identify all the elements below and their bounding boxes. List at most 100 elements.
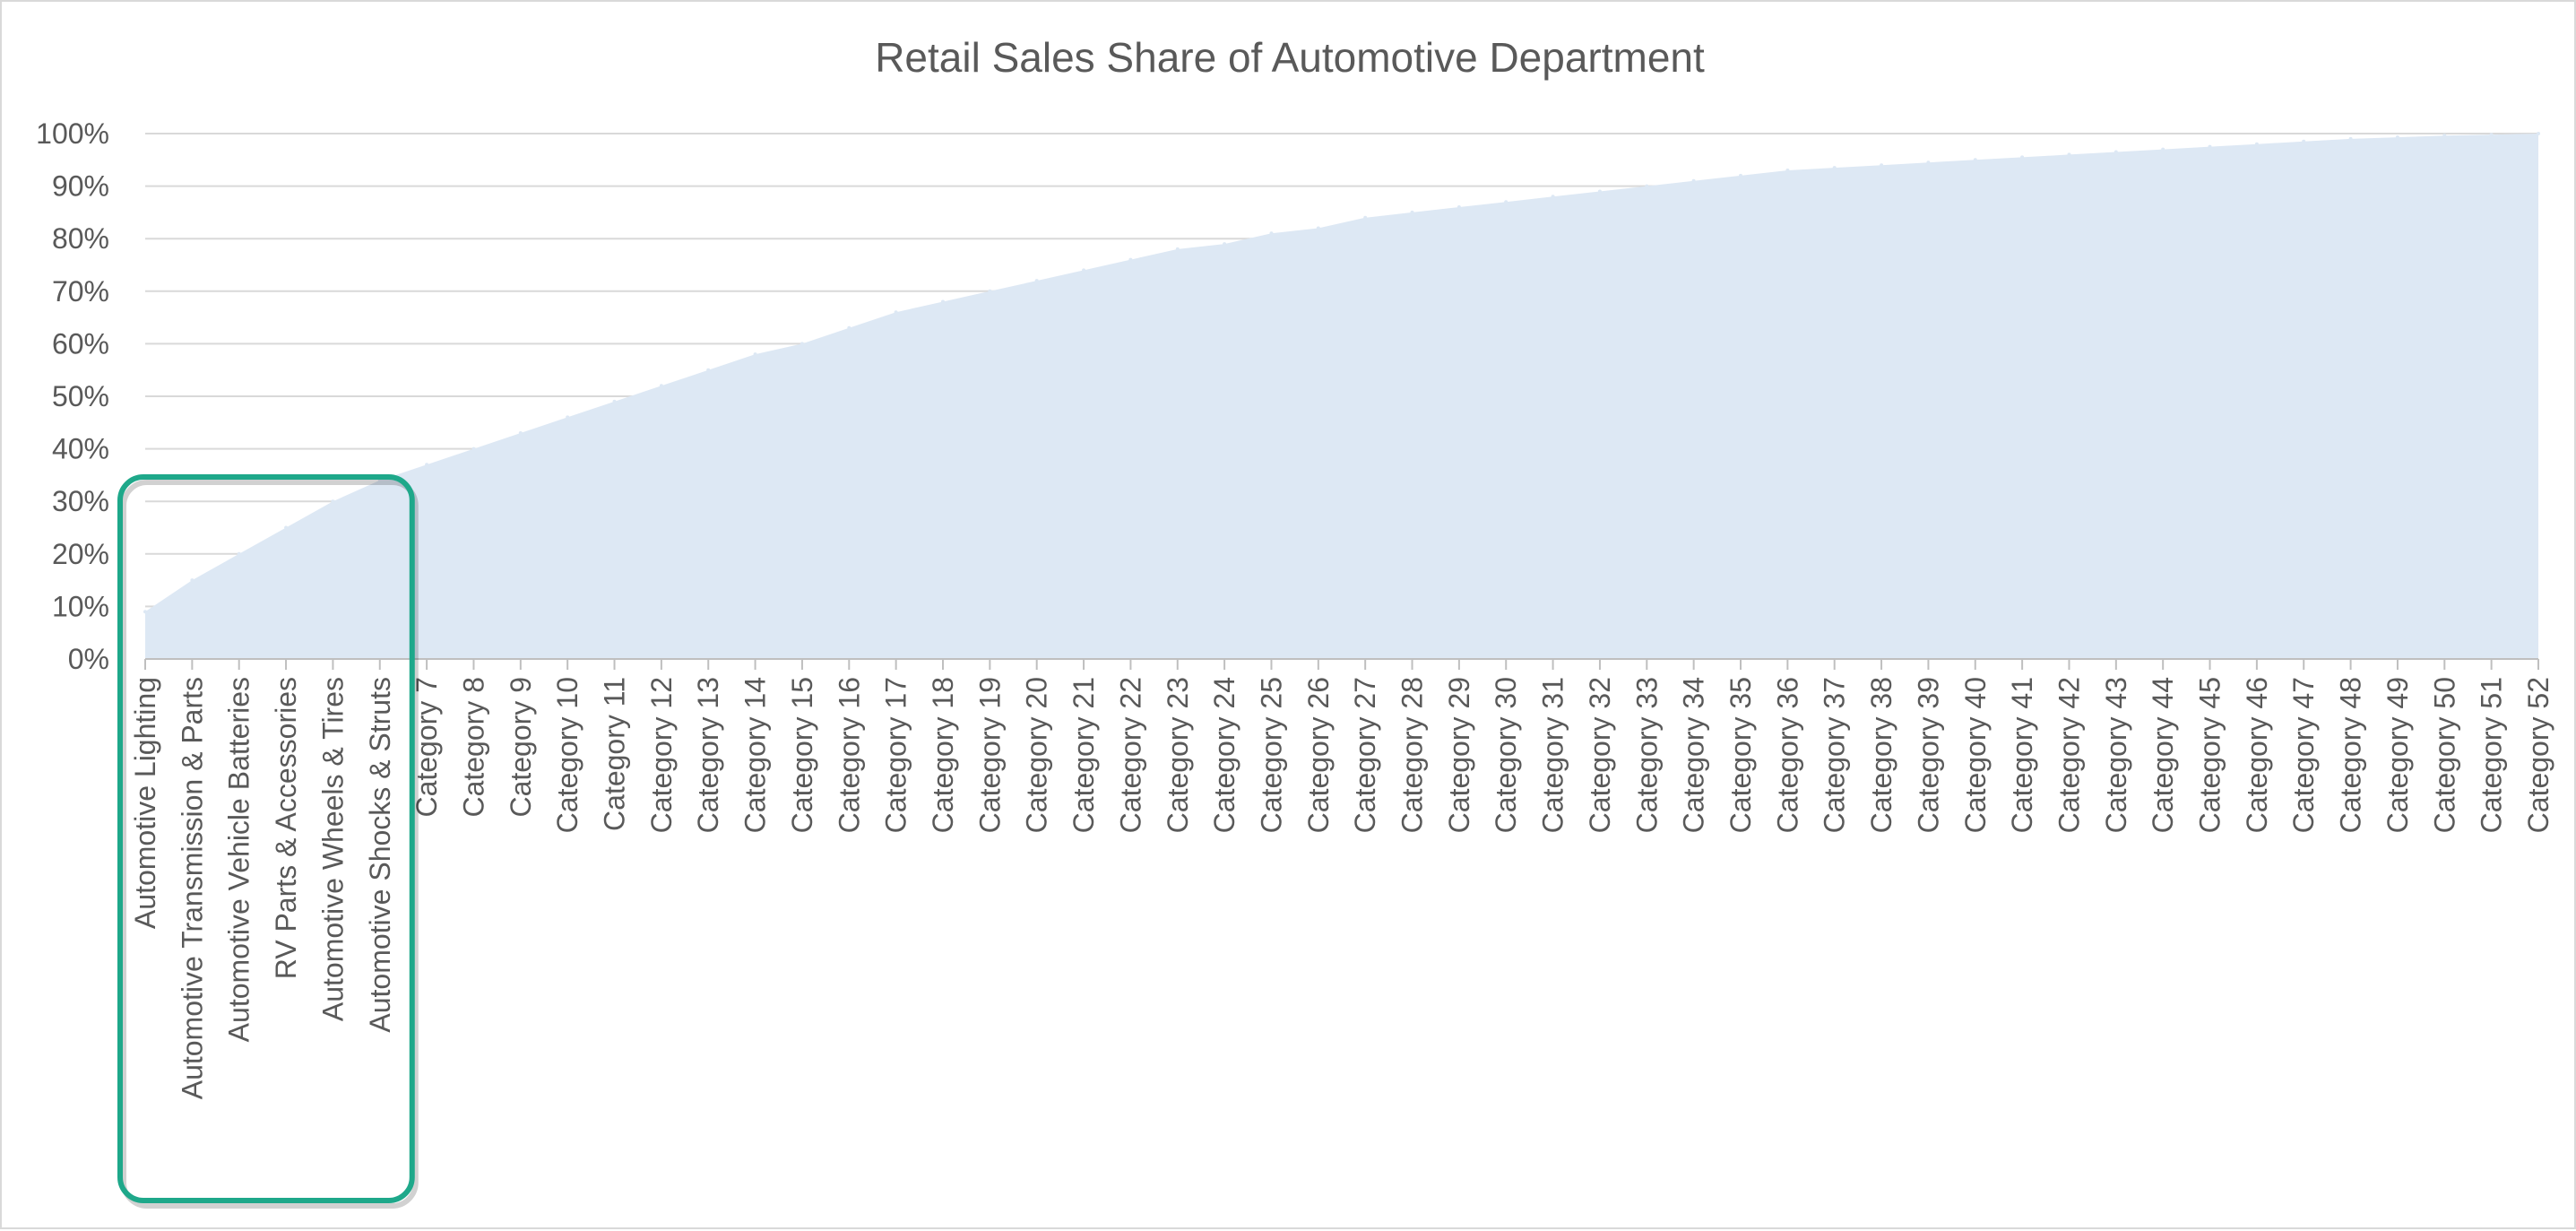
x-tick-label: Category 24 [1208, 677, 1240, 833]
data-point [800, 342, 804, 346]
data-point [1034, 279, 1039, 283]
data-point [1316, 226, 1320, 230]
highlight-annotation [117, 474, 419, 1209]
data-point [1410, 210, 1414, 214]
x-axis-tick-labels: Automotive Lighting Automotive Transmissi… [129, 677, 2554, 1099]
x-tick-label: Automotive Transmission & Parts [176, 677, 208, 1099]
data-point [2442, 134, 2447, 138]
x-tick-label: Category 13 [692, 677, 724, 833]
data-point [941, 299, 945, 304]
data-point [518, 431, 523, 435]
x-tick-label: Category 46 [2241, 677, 2273, 833]
data-point [2020, 155, 2025, 160]
chart-title: Retail Sales Share of Automotive Departm… [875, 34, 1705, 81]
data-point [1785, 169, 1790, 172]
data-point [1597, 189, 1602, 194]
y-tick-label: 10% [52, 590, 109, 622]
x-tick-label: Category 34 [1678, 677, 1710, 833]
data-point [2348, 136, 2353, 141]
data-point [1457, 205, 1461, 209]
x-tick-label: Category 20 [1021, 677, 1053, 833]
x-tick-label: Category 16 [833, 677, 865, 833]
data-point [2114, 150, 2118, 154]
y-tick-label: 70% [52, 275, 109, 308]
data-point [566, 415, 570, 420]
data-point [1551, 195, 1555, 199]
x-tick-label: Category 15 [786, 677, 818, 833]
x-tick-label: Automotive Lighting [129, 677, 161, 929]
data-point [2395, 135, 2399, 140]
x-tick-label: Category 41 [2006, 677, 2038, 833]
data-point [237, 551, 241, 556]
x-tick-label: Category 31 [1537, 677, 1569, 833]
x-tick-label: Category 44 [2147, 677, 2179, 833]
x-tick-label: Category 51 [2476, 677, 2508, 833]
y-tick-label: 30% [52, 485, 109, 517]
data-point [1082, 268, 1086, 273]
x-tick-label: Category 22 [1114, 677, 1146, 833]
data-point [2302, 139, 2306, 143]
x-tick-label: Category 23 [1162, 677, 1194, 833]
data-point [2489, 133, 2494, 137]
x-tick-label: Category 26 [1302, 677, 1335, 833]
x-tick-label: Category 21 [1068, 677, 1100, 833]
highlight-box [117, 474, 415, 1203]
x-tick-label: Category 33 [1630, 677, 1663, 833]
y-tick-label: 80% [52, 222, 109, 255]
x-tick-label: Category 9 [505, 677, 537, 818]
data-point [425, 463, 429, 467]
data-point [2067, 152, 2071, 157]
x-tick-label: Category 37 [1819, 677, 1851, 833]
x-tick-label: Category 48 [2335, 677, 2367, 833]
x-tick-label: Category 7 [411, 677, 443, 818]
x-tick-label: Automotive Vehicle Batteries [223, 677, 255, 1042]
x-tick-label: Category 14 [739, 677, 772, 833]
data-point [1832, 166, 1837, 170]
data-point [659, 384, 663, 388]
y-tick-label: 20% [52, 538, 109, 570]
data-point [1504, 200, 1508, 204]
area-series [143, 132, 2540, 659]
x-tick-label: Category 27 [1349, 677, 1381, 833]
data-point [284, 525, 289, 530]
data-point [1269, 231, 1274, 236]
area-fill [145, 134, 2538, 659]
x-tick-label: Category 42 [2053, 677, 2085, 833]
x-tick-label: Category 40 [1959, 677, 1992, 833]
y-tick-label: 50% [52, 380, 109, 412]
x-tick-label: Category 28 [1396, 677, 1429, 833]
data-point [2208, 144, 2212, 149]
x-tick-label: Category 35 [1725, 677, 1757, 833]
x-tick-label: Category 30 [1490, 677, 1522, 833]
data-point [471, 446, 476, 451]
x-tick-label: Category 38 [1865, 677, 1897, 833]
x-tick-label: Category 29 [1443, 677, 1475, 833]
data-point [612, 399, 617, 403]
x-tick-label: Category 17 [880, 677, 912, 833]
x-tick-label: Category 50 [2428, 677, 2460, 833]
data-point [2537, 132, 2540, 135]
data-point [1973, 158, 1977, 162]
y-tick-label: 0% [68, 643, 109, 675]
x-tick-label: Category 32 [1584, 677, 1616, 833]
data-point [753, 352, 757, 357]
data-point [988, 289, 992, 293]
x-tick-label: Category 47 [2287, 677, 2320, 833]
x-tick-label: Category 43 [2100, 677, 2132, 833]
x-tick-label: Automotive Shocks & Struts [364, 677, 396, 1033]
data-point [1645, 184, 1649, 188]
y-tick-label: 40% [52, 433, 109, 465]
data-point [2161, 147, 2165, 152]
x-tick-label: Category 10 [551, 677, 583, 833]
data-point [1128, 257, 1133, 262]
x-tick-label: Category 36 [1771, 677, 1803, 833]
y-axis-tick-labels: 0% 10% 20% 30% 40% 50% 60% 70% 80% 90% 100% [36, 117, 109, 675]
x-tick-label: Category 25 [1255, 677, 1287, 833]
data-point [706, 368, 711, 372]
highlight-box-shadow [121, 480, 419, 1209]
data-point [2254, 142, 2259, 146]
data-point [1363, 215, 1368, 220]
x-tick-label: Category 12 [645, 677, 678, 833]
data-point [894, 310, 898, 315]
